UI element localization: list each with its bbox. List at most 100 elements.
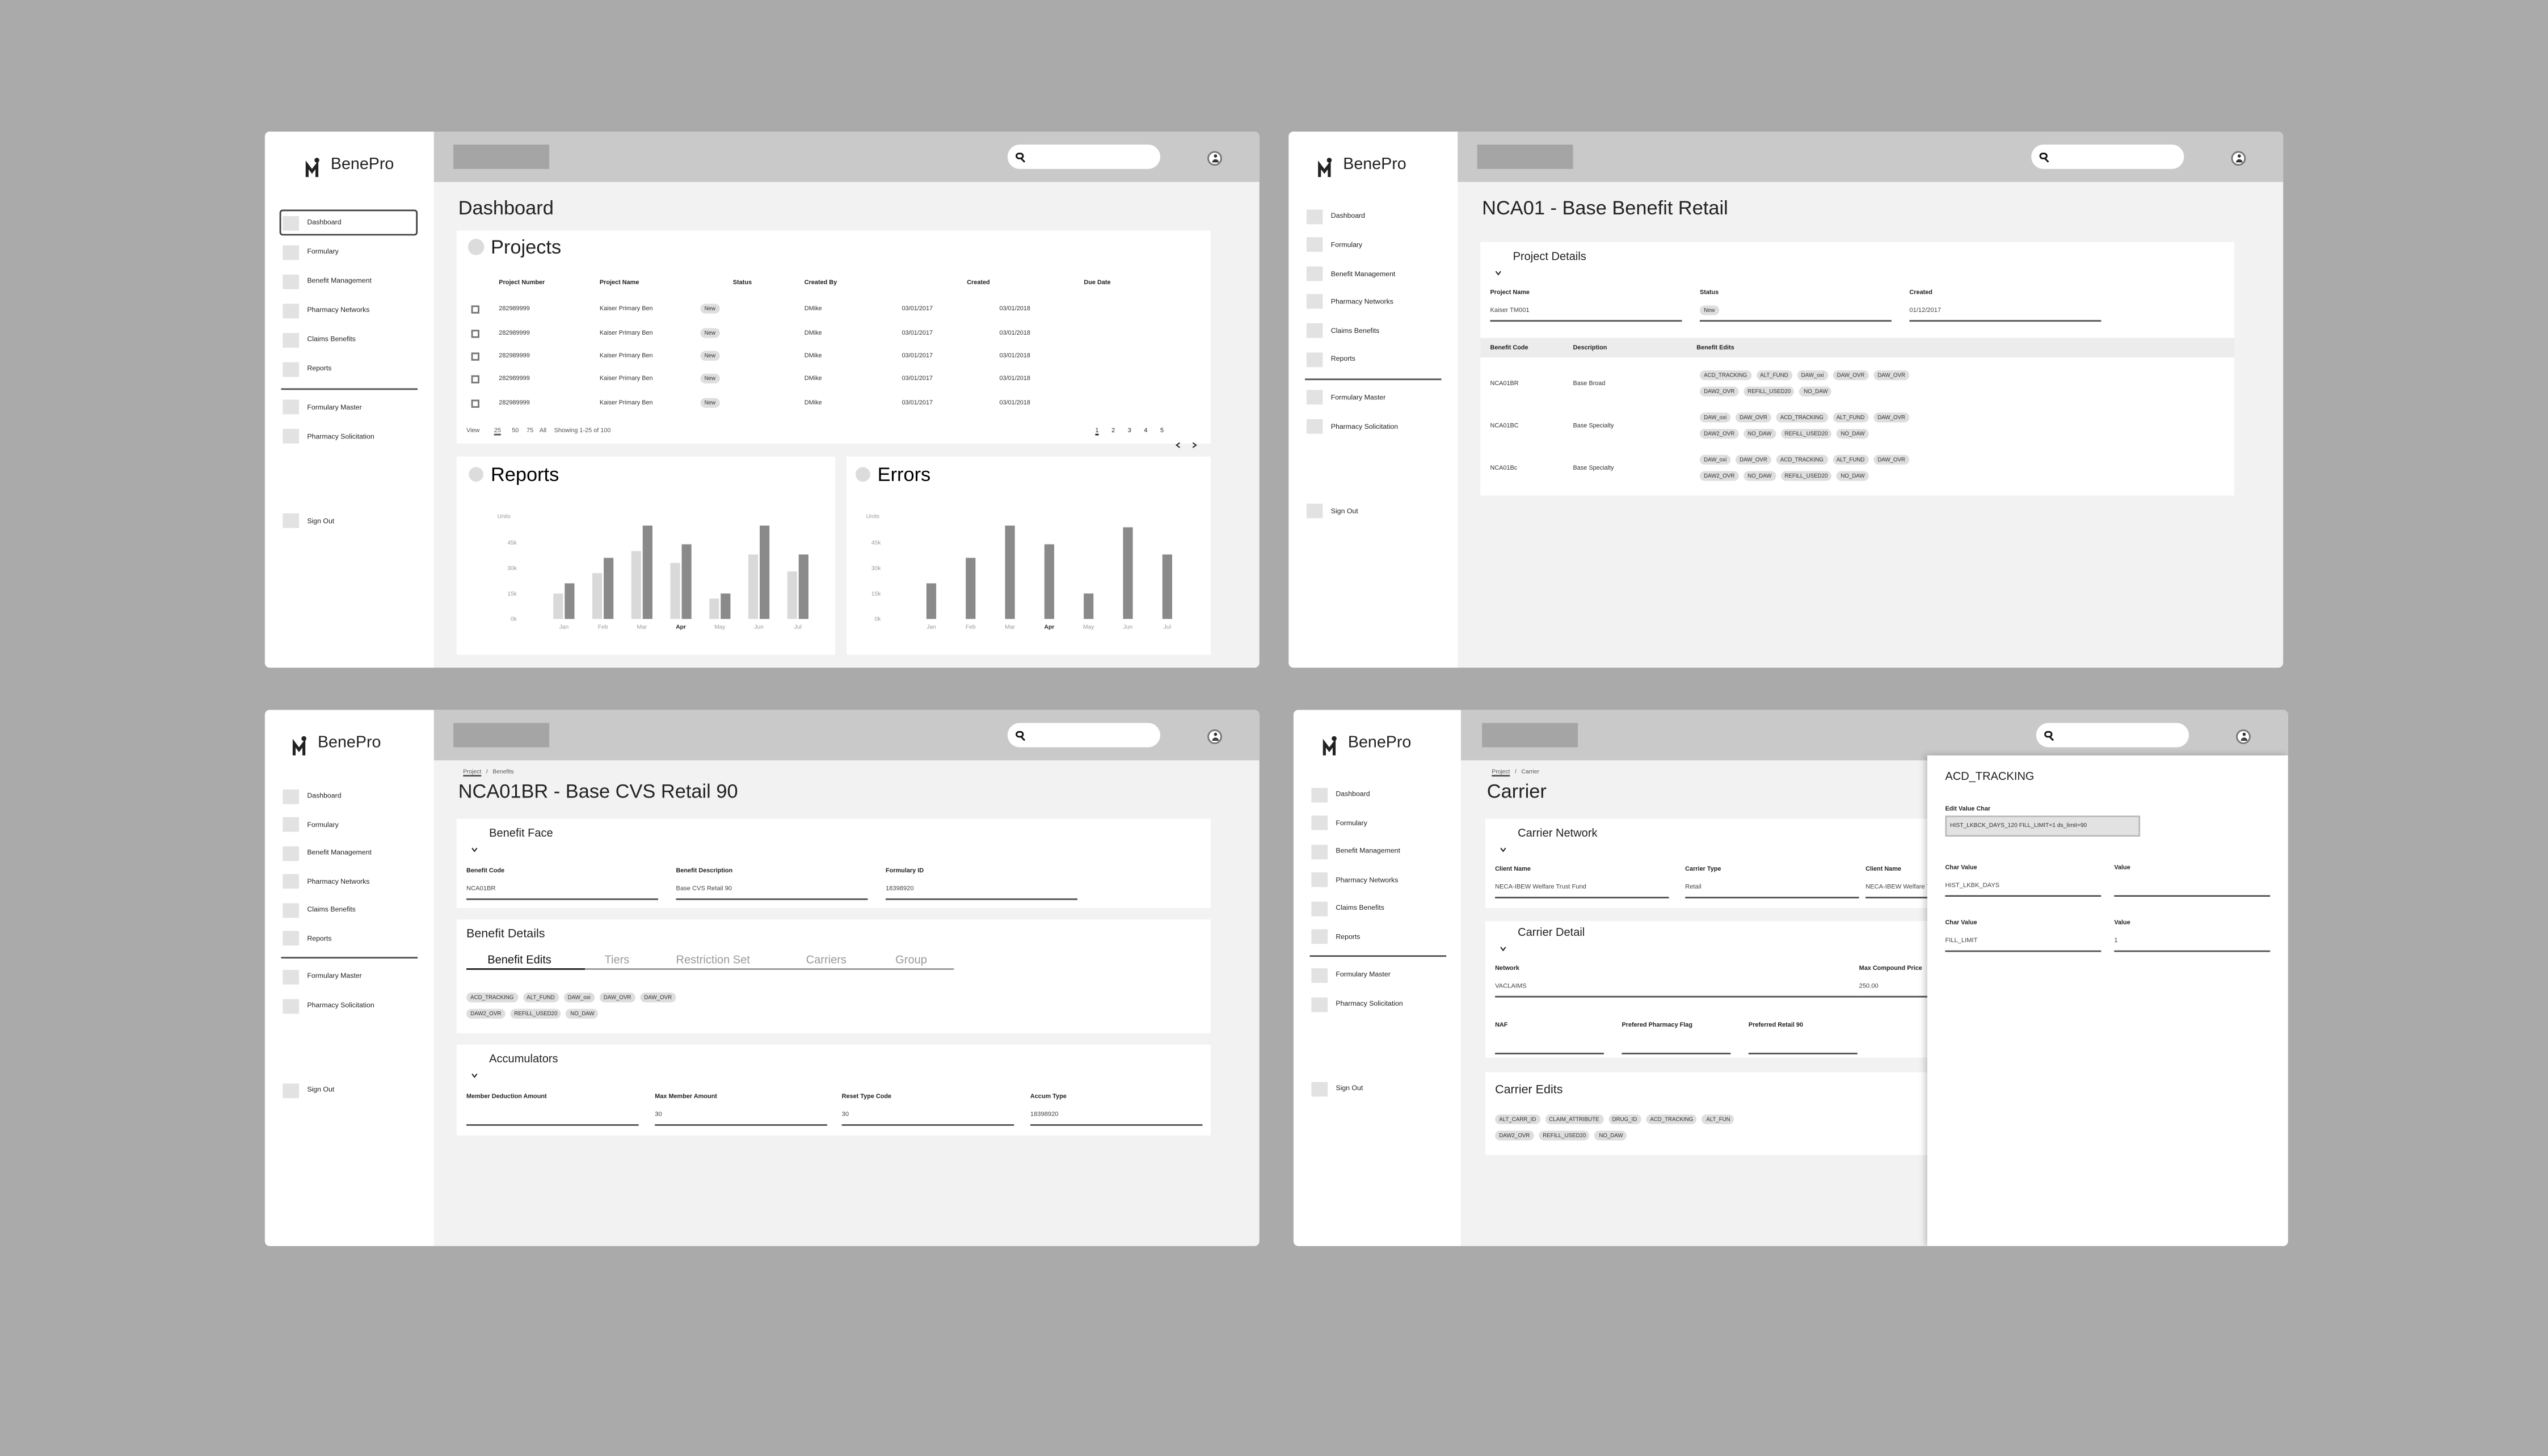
sign-out[interactable]: Sign Out	[307, 516, 335, 525]
y-tick-label: 30k	[507, 565, 517, 572]
nav-item[interactable]: Formulary	[307, 247, 339, 256]
search-box[interactable]	[2036, 723, 2189, 748]
field-underline	[1495, 995, 1859, 997]
row-checkbox[interactable]	[471, 352, 479, 360]
bar	[760, 525, 770, 619]
nav-item[interactable]: Dashboard	[307, 792, 342, 800]
nav-item[interactable]: Formulary Master	[1336, 970, 1391, 979]
chip-row: ALT_CARR_ID CLAIM_ATTRIBUTE DRUG_ID ACD_TRA…	[1495, 1114, 1734, 1125]
table-cell: 03/01/2018	[999, 305, 1030, 312]
nav-item[interactable]: Pharmacy Solicitation	[1330, 422, 1399, 431]
nav-item[interactable]: Pharmacy Networks	[1336, 875, 1399, 884]
nav-item[interactable]: Reports	[307, 364, 332, 373]
page-title: Carrier	[1486, 779, 1547, 803]
field-label: Char Value	[1945, 863, 1977, 871]
chip: REFILL_USED20	[510, 1008, 562, 1019]
brand-name: BenePro	[330, 155, 394, 174]
row-checkbox[interactable]	[471, 305, 479, 313]
sign-out[interactable]: Sign Out	[1336, 1084, 1363, 1092]
page-number[interactable]: 3	[1127, 427, 1131, 433]
nav-item[interactable]: Claims Benefits	[1330, 326, 1380, 335]
page-number[interactable]: 2	[1111, 427, 1115, 433]
nav-icon	[283, 788, 300, 804]
chevron-icon[interactable]	[1175, 427, 1181, 448]
nav-item[interactable]: Formulary Master	[307, 972, 362, 981]
field-underline	[1699, 320, 1892, 321]
nav-item[interactable]: Dashboard	[307, 218, 342, 227]
user-avatar[interactable]	[1206, 150, 1222, 165]
breadcrumb-link[interactable]: Project	[1492, 768, 1510, 775]
chip: New	[700, 398, 720, 408]
search-box[interactable]	[1007, 723, 1161, 748]
chip: DAW_oxi	[1797, 370, 1828, 381]
nav-item[interactable]: Formulary Master	[1330, 393, 1386, 402]
nav-icon	[283, 399, 300, 415]
row-checkbox[interactable]	[471, 399, 479, 407]
field-underline	[841, 1124, 1014, 1125]
text-input[interactable]	[1945, 815, 2141, 837]
user-avatar[interactable]	[1206, 728, 1222, 744]
nav-item[interactable]: Pharmacy Solicitation	[307, 432, 374, 440]
chip-row: DAW2_OVR NO_DAW REFILL_USED20 NO_DAW	[1699, 429, 1869, 439]
nav-item[interactable]: Reports	[307, 934, 332, 942]
row-checkbox[interactable]	[471, 374, 479, 383]
nav-item[interactable]: Pharmacy Networks	[1330, 297, 1393, 306]
nav-item[interactable]: Benefit Management	[307, 849, 372, 857]
chevron-icon	[1500, 931, 1506, 952]
chip: ALT_FUND	[1755, 370, 1792, 381]
nav-item[interactable]: Dashboard	[1336, 790, 1370, 799]
nav-item[interactable]: Formulary Master	[307, 403, 362, 411]
nav-item[interactable]: Pharmacy Solicitation	[1336, 999, 1403, 1008]
nav-item[interactable]: Pharmacy Networks	[307, 306, 370, 314]
screen: BenePro Dashboard Formulary Benefit Managem…	[264, 132, 1260, 668]
nav-item[interactable]: Pharmacy Networks	[307, 877, 370, 885]
sign-out[interactable]: Sign Out	[1330, 507, 1358, 515]
nav-item[interactable]: Pharmacy Solicitation	[307, 1001, 374, 1010]
tab[interactable]: Tiers	[604, 955, 630, 967]
breadcrumb-separator: /	[486, 768, 488, 775]
nav-item[interactable]: Benefit Management	[1330, 269, 1396, 277]
nav-item[interactable]: Claims Benefits	[1336, 904, 1384, 912]
nav-item[interactable]: Benefit Management	[307, 277, 372, 285]
page-number[interactable]: 1	[1095, 427, 1099, 433]
tab[interactable]: Carriers	[806, 955, 846, 967]
page-number[interactable]: 4	[1144, 427, 1148, 433]
field-value: Kaiser TM001	[1490, 305, 1530, 313]
page-size-option[interactable]: All	[539, 427, 547, 433]
nav-item[interactable]: Claims Benefits	[307, 905, 356, 914]
chip: ALT_FUND	[1832, 454, 1869, 465]
search-box[interactable]	[1007, 144, 1161, 169]
breadcrumb-link[interactable]: Project	[463, 768, 482, 775]
tab[interactable]: Restriction Set	[676, 955, 750, 967]
nav-item[interactable]: Dashboard	[1330, 212, 1366, 220]
chip: DAW_oxi	[1699, 412, 1731, 423]
search-box[interactable]	[2031, 144, 2184, 169]
field-label: Edit Value Char	[1945, 805, 1991, 812]
nav-item[interactable]: Benefit Management	[1336, 847, 1400, 855]
tab[interactable]: Group	[895, 955, 927, 967]
chevron-icon[interactable]	[1191, 427, 1197, 448]
sign-out[interactable]: Sign Out	[307, 1086, 335, 1094]
chart: Errors Units 0k 15k 30k 45k Jan Feb Mar Apr May Jun…	[856, 464, 1172, 630]
bar	[926, 583, 937, 619]
user-avatar[interactable]	[2235, 728, 2250, 744]
page-number[interactable]: 5	[1160, 427, 1164, 433]
nav-item[interactable]: Formulary	[1336, 818, 1367, 827]
chip: NO_DAW	[1743, 471, 1776, 481]
nav-item[interactable]: Reports	[1336, 932, 1361, 941]
x-tick-label: Mar	[1005, 624, 1015, 630]
nav-item[interactable]: Formulary	[1330, 240, 1363, 249]
sidebar: BenePro Dashboard Formulary Benefit Managem…	[264, 710, 434, 1246]
nav-item[interactable]: Claims Benefits	[307, 335, 356, 344]
chevron-glyph	[471, 1073, 478, 1078]
page-size-option[interactable]: 25	[494, 427, 501, 433]
row-checkbox[interactable]	[471, 329, 479, 337]
search-icon	[1016, 151, 1024, 159]
tab[interactable]: Benefit Edits	[487, 955, 551, 967]
nav-item[interactable]: Reports	[1330, 354, 1355, 363]
page-size-option[interactable]: 75	[527, 427, 534, 433]
user-avatar[interactable]	[2230, 150, 2245, 165]
page-size-option[interactable]: 50	[512, 427, 519, 433]
nav-item[interactable]: Formulary	[307, 820, 339, 829]
field-label: NAF	[1495, 1021, 1508, 1028]
